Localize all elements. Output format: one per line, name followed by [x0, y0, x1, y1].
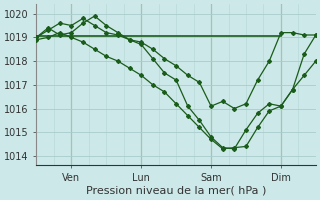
X-axis label: Pression niveau de la mer( hPa ): Pression niveau de la mer( hPa ) — [86, 186, 266, 196]
